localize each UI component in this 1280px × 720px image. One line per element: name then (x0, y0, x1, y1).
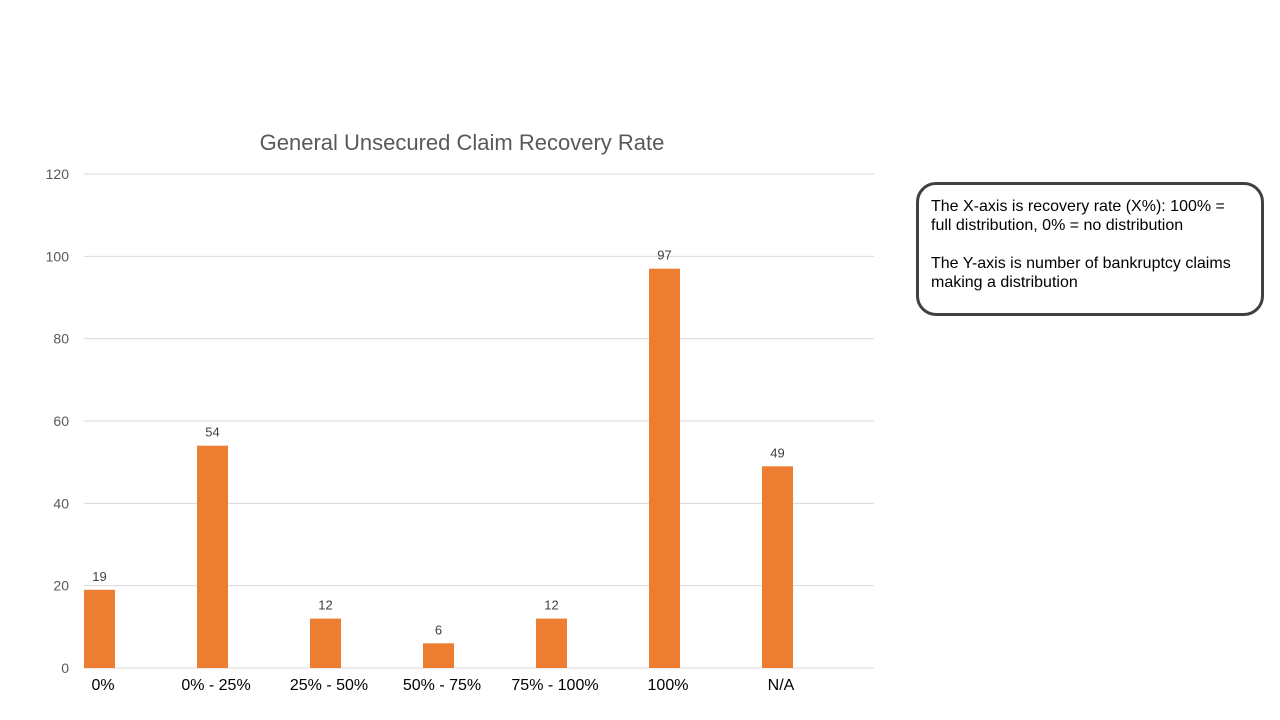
data-label: 6 (435, 622, 442, 637)
y-tick-label: 100 (46, 248, 70, 264)
bar (762, 466, 793, 668)
data-label: 97 (657, 248, 671, 263)
data-label: 12 (544, 598, 558, 613)
y-axis-tick-labels: 0 20 40 60 80 100 120 (46, 166, 70, 676)
x-tick-label: 0% (91, 677, 114, 694)
y-tick-label: 20 (53, 578, 69, 594)
y-tick-label: 0 (61, 660, 69, 676)
bar (536, 618, 567, 668)
data-label: 54 (205, 425, 219, 440)
x-tick-label: 50% - 75% (403, 677, 481, 694)
axis-note-box: The X-axis is recovery rate (X%): 100% =… (916, 182, 1264, 316)
bar (649, 268, 680, 668)
x-tick-label: 0% - 25% (181, 677, 250, 694)
data-labels: 19 54 12 6 12 97 49 (92, 248, 784, 638)
x-tick-label: 100% (648, 677, 689, 694)
y-tick-label: 40 (53, 495, 69, 511)
y-tick-label: 120 (46, 166, 70, 182)
x-tick-label: 25% - 50% (290, 677, 368, 694)
chart-title: General Unsecured Claim Recovery Rate (260, 130, 665, 155)
x-tick-label: 75% - 100% (511, 677, 598, 694)
bars (84, 268, 793, 668)
bar (423, 643, 454, 668)
x-tick-label: N/A (768, 677, 795, 694)
data-label: 49 (770, 445, 784, 460)
y-tick-label: 60 (53, 413, 69, 429)
bar (310, 618, 341, 668)
data-label: 12 (318, 598, 332, 613)
y-axis-note: The Y-axis is number of bankruptcy claim… (931, 255, 1231, 291)
x-axis-note: The X-axis is recovery rate (X%): 100% =… (931, 198, 1225, 234)
bar (197, 445, 228, 668)
x-axis-tick-labels: 0% 0% - 25% 25% - 50% 50% - 75% 75% - 100% 10… (91, 677, 794, 694)
y-tick-label: 80 (53, 331, 69, 347)
data-label: 19 (92, 569, 106, 584)
bar (84, 589, 115, 668)
